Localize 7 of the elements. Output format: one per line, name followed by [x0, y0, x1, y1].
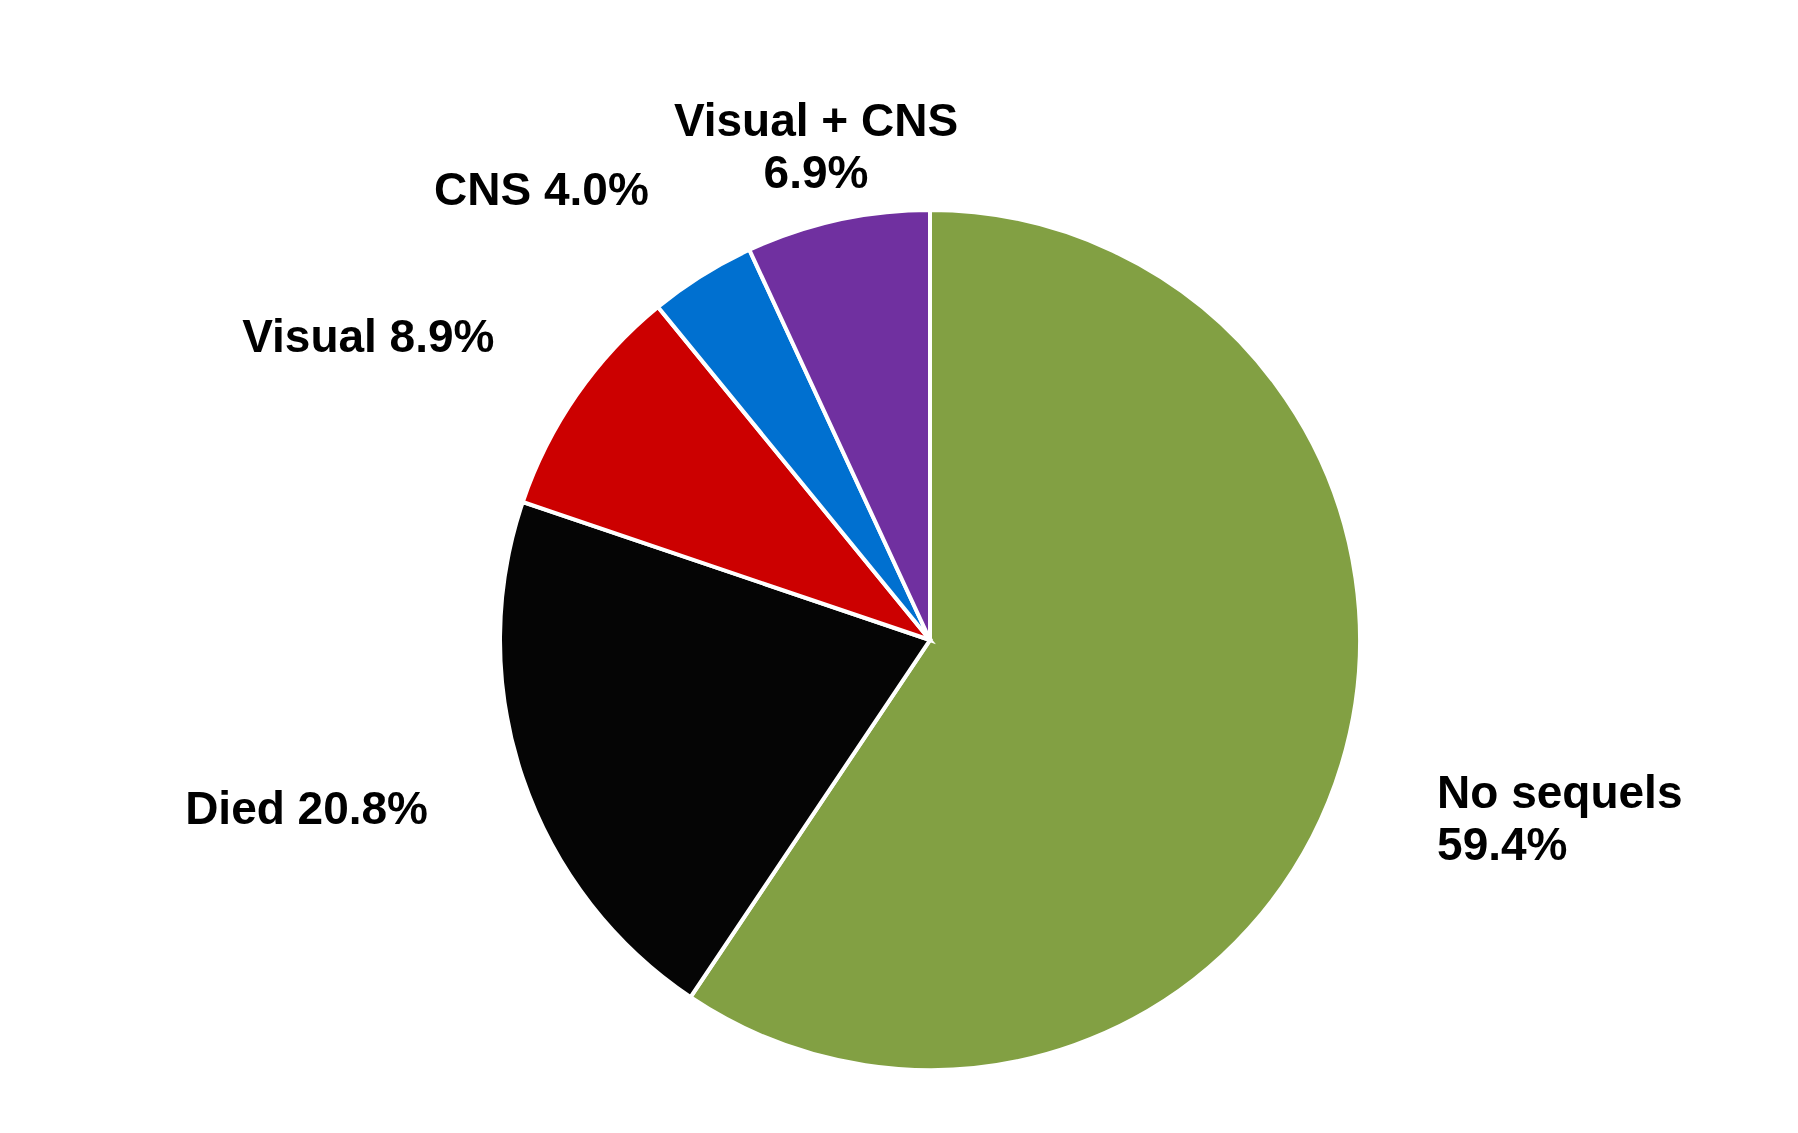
slice-label: No sequels — [1437, 766, 1683, 819]
slice-label: Visual 8.9% — [242, 309, 495, 362]
slice-label: Visual + CNS — [673, 94, 959, 147]
slice-label: CNS 4.0% — [434, 162, 649, 215]
slice-label: Died 20.8% — [185, 782, 429, 835]
data-label: 6.9% — [763, 146, 869, 199]
data-label: 59.4% — [1437, 818, 1568, 871]
